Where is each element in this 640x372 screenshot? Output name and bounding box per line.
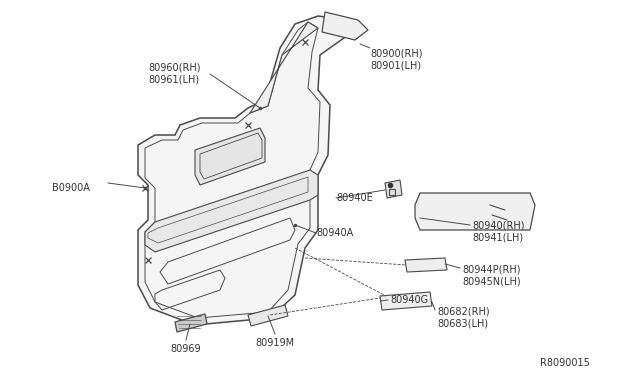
Text: 80682(RH): 80682(RH): [437, 307, 490, 317]
Text: 80941(LH): 80941(LH): [472, 232, 523, 242]
Polygon shape: [145, 170, 318, 252]
Text: 80945N(LH): 80945N(LH): [462, 277, 520, 287]
Text: 80940(RH): 80940(RH): [472, 220, 525, 230]
Polygon shape: [415, 193, 535, 230]
Polygon shape: [322, 12, 368, 40]
Text: 80683(LH): 80683(LH): [437, 319, 488, 329]
Polygon shape: [175, 314, 207, 332]
Polygon shape: [405, 258, 447, 272]
Polygon shape: [195, 128, 265, 185]
Polygon shape: [250, 22, 318, 113]
Text: 80961(LH): 80961(LH): [148, 74, 199, 84]
Text: 80969: 80969: [171, 344, 202, 354]
Text: 80901(LH): 80901(LH): [370, 60, 421, 70]
Text: B0900A: B0900A: [52, 183, 90, 193]
Text: 80960(RH): 80960(RH): [148, 62, 200, 72]
Polygon shape: [138, 16, 358, 325]
Text: 80900(RH): 80900(RH): [370, 48, 422, 58]
Text: 80944P(RH): 80944P(RH): [462, 265, 520, 275]
Text: 80919M: 80919M: [255, 338, 294, 348]
Polygon shape: [380, 292, 432, 310]
Polygon shape: [248, 305, 288, 326]
Polygon shape: [385, 180, 402, 198]
Text: R8090015: R8090015: [540, 358, 590, 368]
Text: 80940E: 80940E: [336, 193, 372, 203]
Text: 80940G: 80940G: [390, 295, 428, 305]
Text: 80940A: 80940A: [316, 228, 353, 238]
